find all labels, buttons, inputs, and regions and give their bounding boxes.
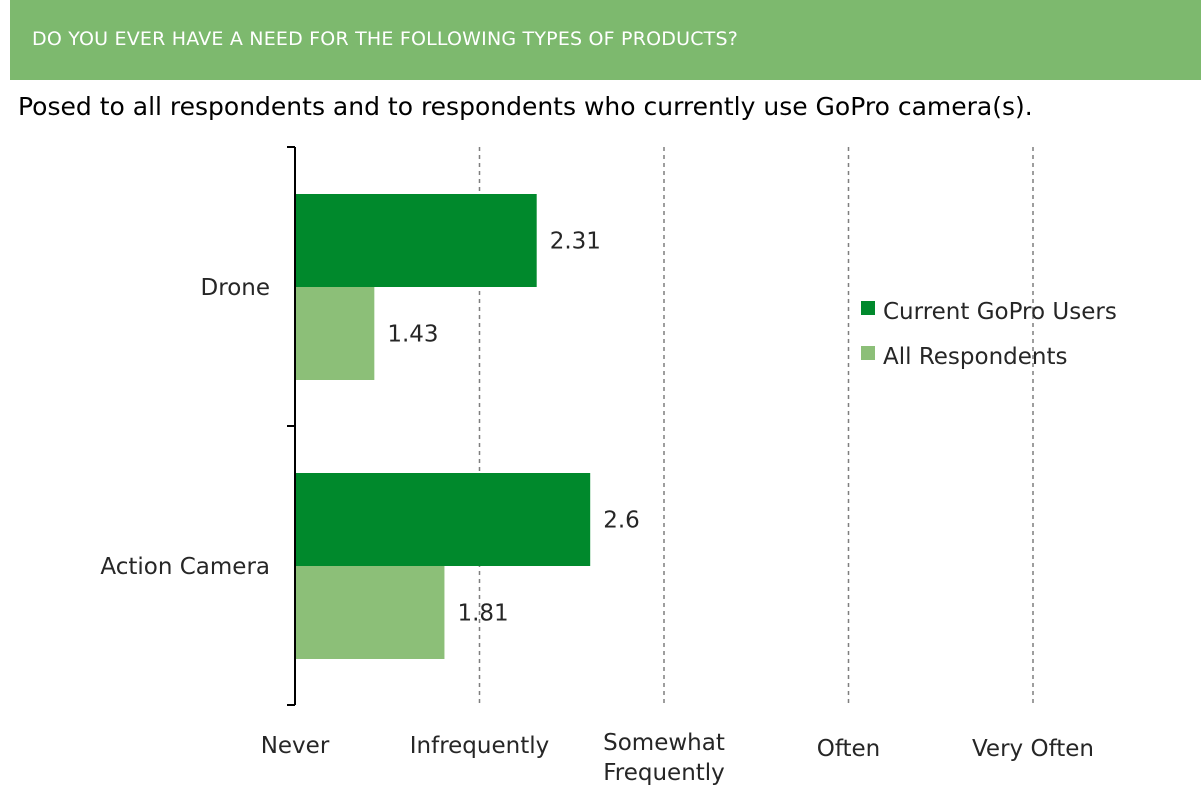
category-label: Action Camera: [100, 554, 270, 580]
bar: [295, 287, 375, 380]
legend-label: Current GoPro Users: [883, 299, 1117, 325]
x-tick-label: Somewhat Frequently: [603, 730, 725, 786]
x-tick-label: Infrequently: [410, 733, 549, 759]
data-label: 2.6: [603, 508, 640, 534]
bar: [295, 566, 445, 659]
bar: [295, 194, 537, 287]
x-tick-label: Often: [817, 736, 881, 762]
data-label: 1.43: [387, 322, 438, 348]
legend-swatch: [861, 346, 875, 360]
chart-subtitle: Posed to all respondents and to responde…: [18, 92, 1033, 121]
category-label: Drone: [201, 275, 270, 301]
legend-label: All Respondents: [883, 344, 1067, 370]
header-title: DO YOU EVER HAVE A NEED FOR THE FOLLOWIN…: [32, 28, 739, 50]
data-label: 1.81: [457, 601, 508, 627]
header-band: DO YOU EVER HAVE A NEED FOR THE FOLLOWIN…: [10, 0, 1201, 80]
data-label: 2.31: [550, 229, 601, 255]
bar: [295, 473, 591, 566]
legend-swatch: [861, 301, 875, 315]
x-tick-label: Never: [261, 733, 330, 759]
x-tick-label: Very Often: [972, 736, 1094, 762]
